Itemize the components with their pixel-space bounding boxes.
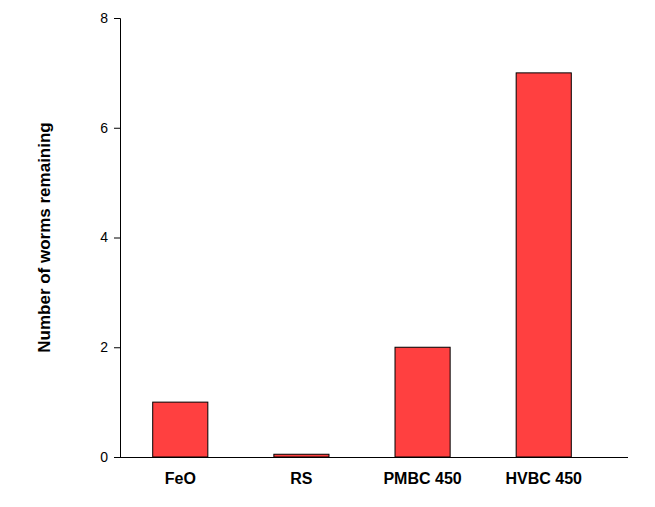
y-tick-label: 6 [100,120,108,136]
x-axis: FeO RS PMBC 450 HVBC 450 [120,457,628,487]
y-tick: 4 [100,229,120,245]
y-tick: 6 [100,120,120,136]
x-tick: RS [290,457,313,487]
bars [153,73,572,457]
y-tick-mark [114,18,120,19]
x-axis-line [120,457,628,458]
x-tick-label: PMBC 450 [383,470,461,487]
x-tick: PMBC 450 [383,457,461,487]
x-tick-label: HVBC 450 [505,470,582,487]
y-axis-line [114,19,121,458]
x-tick: FeO [165,457,196,487]
y-tick-label: 8 [100,10,108,26]
x-tick: HVBC 450 [505,457,582,487]
y-tick-mark [114,128,120,129]
y-tick-mark [114,457,120,458]
x-tick-label: FeO [165,470,196,487]
y-tick: 0 [100,449,120,465]
bar [516,73,571,457]
x-tick-label: RS [290,470,313,487]
chart: 0 2 4 6 8 FeO RS PMBC 450 HVBC 450 Number of worm… [0,0,655,507]
y-tick: 2 [100,339,120,355]
y-tick-mark [114,347,120,348]
bar [274,454,329,457]
y-axis: 0 2 4 6 8 [100,10,120,465]
bar [395,347,450,457]
bar [153,402,208,457]
y-axis-title: Number of worms remaining [35,122,54,352]
y-tick-label: 4 [100,229,108,245]
y-tick: 8 [100,10,120,26]
y-tick-label: 2 [100,339,108,355]
y-tick-label: 0 [100,449,108,465]
y-tick-mark [114,238,120,239]
